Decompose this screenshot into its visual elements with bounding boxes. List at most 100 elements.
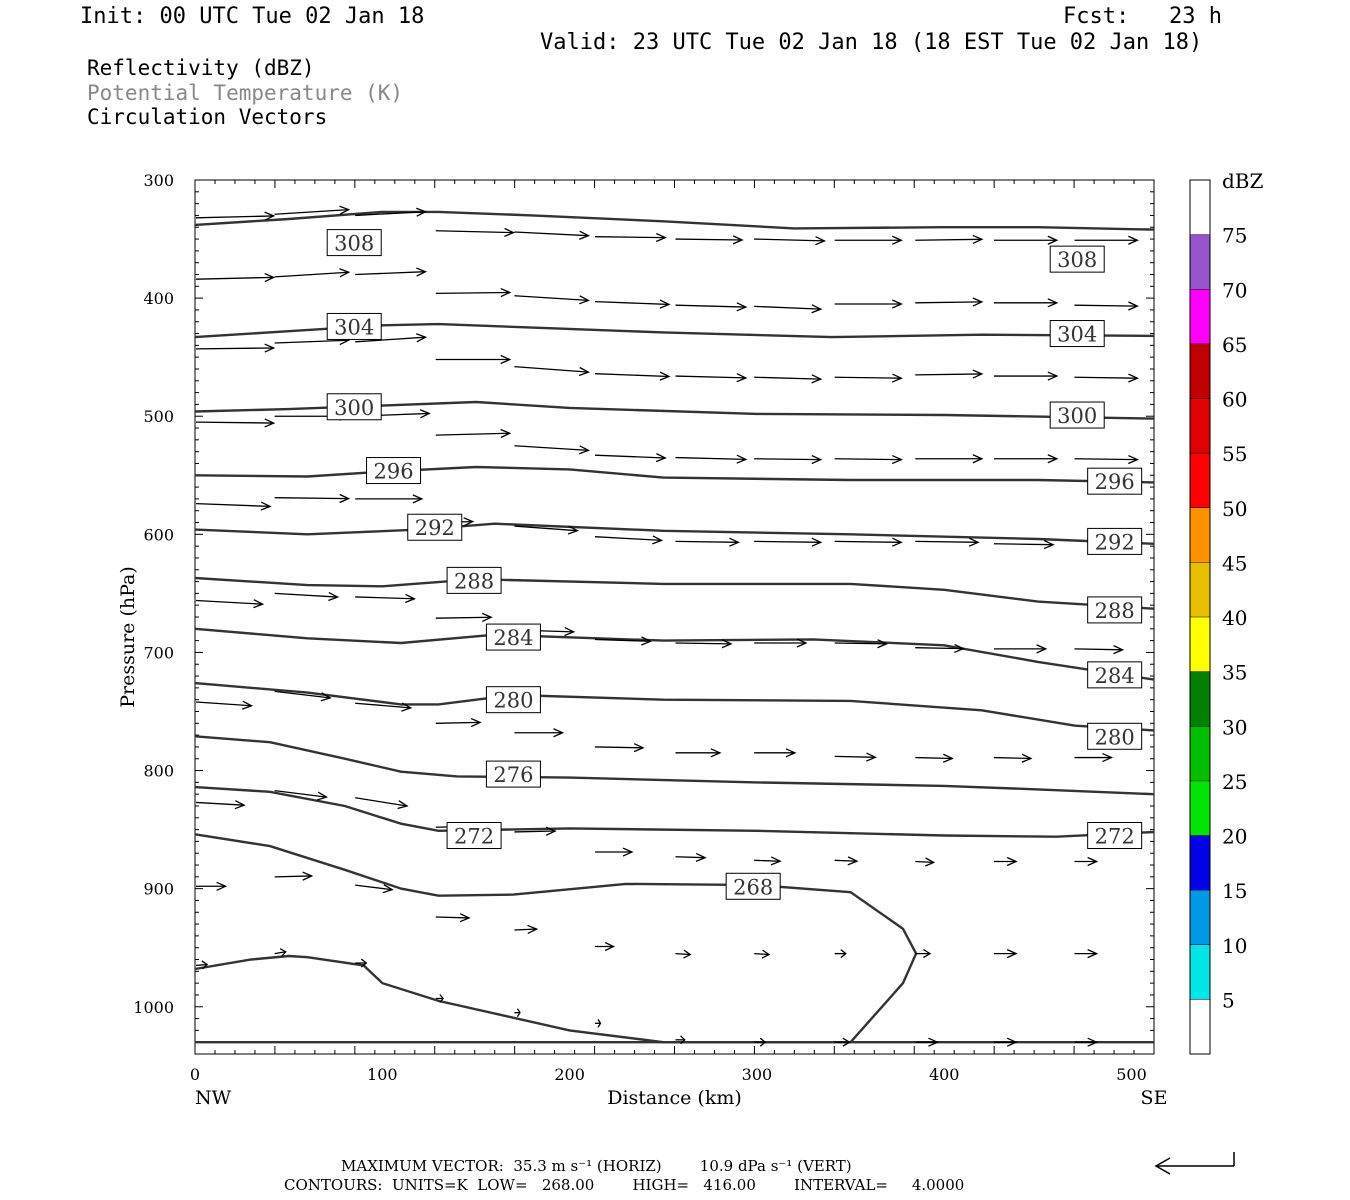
circulation-vector-head [481, 612, 493, 622]
circulation-vector-head [264, 343, 276, 353]
circulation-vector-head [439, 994, 444, 1003]
circulation-vector-head [397, 800, 409, 810]
colorbar-bin [1190, 780, 1210, 836]
circulation-vector [355, 211, 426, 217]
y-tick-label: 700 [143, 643, 174, 662]
x-tick-label: 100 [367, 1065, 398, 1084]
circulation-vector [355, 336, 426, 343]
circulation-vector-head [923, 949, 932, 959]
circulation-vector-head [504, 227, 516, 238]
colorbar-label: 10 [1222, 934, 1247, 958]
circulation-vector [195, 801, 245, 806]
circulation-vector-head [279, 948, 287, 957]
circulation-vector [754, 305, 821, 310]
circulation-vector-head [652, 535, 664, 545]
colorbar-bin [1190, 234, 1210, 290]
circulation-vector [435, 616, 492, 619]
circulation-vector-head [1087, 856, 1099, 867]
field-theta: Potential Temperature (K) [87, 81, 404, 105]
circulation-vector-head [328, 591, 340, 602]
circulation-vector-head [659, 299, 671, 309]
circulation-vector-head [1043, 539, 1055, 550]
theta-contour-304 [194, 322, 1155, 339]
contour-label: 292 [1095, 530, 1135, 554]
circulation-vector-head [680, 1035, 686, 1045]
circulation-vector [834, 540, 902, 543]
circulation-vector [514, 445, 589, 452]
circulation-vector-head [954, 643, 965, 654]
contour-label-box [326, 229, 382, 257]
contour-label-box [485, 760, 541, 788]
x-end-label-left: NW [195, 1087, 232, 1109]
circulation-vector-head [578, 366, 591, 377]
circulation-vector-head [459, 913, 471, 923]
colorbar-bin [1190, 507, 1210, 563]
colorbar-label: 45 [1222, 551, 1247, 575]
contour-label: 288 [1095, 599, 1135, 623]
circulation-vector [675, 952, 691, 956]
circulation-vector [834, 458, 902, 461]
contour-label-box [366, 457, 422, 485]
contour-label-box [725, 872, 781, 900]
circulation-vector [675, 375, 746, 379]
x-tick-label: 300 [742, 1065, 773, 1084]
circulation-vector-head [578, 295, 591, 305]
colorbar-label: 70 [1222, 278, 1247, 302]
contour-label: 300 [334, 396, 374, 420]
contour-label-box [485, 623, 541, 651]
circulation-vector-head [1006, 949, 1018, 959]
contour-label-box [326, 393, 382, 421]
circulation-vector-head [847, 856, 859, 866]
circulation-vector [514, 295, 589, 302]
circulation-vector-head [892, 235, 903, 245]
colorbar-label: 5 [1222, 988, 1235, 1012]
circulation-vector-head [604, 941, 615, 952]
circulation-vector-head [972, 297, 984, 307]
circulation-vector [915, 540, 979, 543]
circulation-vector [834, 376, 902, 379]
circulation-vector-head [470, 717, 482, 728]
circulation-vector-head [695, 852, 707, 863]
circulation-vector [274, 497, 349, 500]
contour-label: 268 [733, 875, 773, 899]
y-tick-label: 1000 [133, 998, 174, 1017]
contour-label-box [326, 312, 382, 340]
circulation-vector [1074, 648, 1123, 651]
circulation-vector-head [785, 748, 797, 758]
circulation-vector-head [928, 1037, 940, 1047]
contour-label: 300 [1057, 404, 1097, 428]
circulation-vector-head [891, 537, 903, 547]
contour-label: 304 [1057, 323, 1097, 347]
colorbar-bin [1190, 180, 1210, 235]
circulation-vector-head [1087, 1037, 1099, 1047]
circulation-vector [435, 291, 510, 295]
colorbar-bin [1190, 999, 1210, 1054]
circulation-vector-head [732, 235, 744, 245]
theta-contour-288 [194, 576, 1155, 610]
circulation-vector [594, 373, 669, 378]
circulation-vector [195, 963, 208, 967]
circulation-vector [675, 856, 706, 859]
circulation-vector-head [972, 454, 984, 464]
circulation-vector-head [201, 960, 209, 970]
circulation-vector-head [264, 211, 276, 221]
circulation-vector [355, 797, 408, 807]
circulation-vector [435, 916, 470, 919]
circulation-vector [274, 339, 349, 344]
circulation-vector [274, 592, 338, 598]
circulation-vector [834, 642, 887, 645]
colorbar-label: 25 [1222, 770, 1247, 794]
colorbar-label: 15 [1222, 879, 1247, 903]
circulation-vector [435, 432, 510, 436]
circulation-vector-head [683, 949, 692, 959]
colorbar-label: 75 [1222, 224, 1247, 248]
x-tick-label: 400 [929, 1065, 960, 1084]
contour-label-box [1087, 661, 1143, 689]
circulation-vector [594, 746, 644, 749]
valid-time: Valid: 23 UTC Tue 02 Jan 18 (18 EST Tue … [540, 30, 1203, 55]
contour-label: 296 [1095, 470, 1135, 494]
theta-contour-280 [194, 681, 1155, 732]
contour-label-box [1087, 527, 1143, 555]
circulation-vector [675, 642, 732, 645]
circulation-vector [195, 502, 271, 508]
